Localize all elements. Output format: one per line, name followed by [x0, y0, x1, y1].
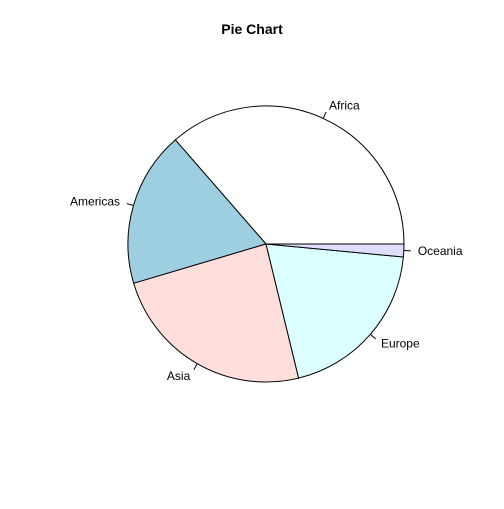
label-asia: Asia: [167, 369, 191, 383]
tick-americas: [127, 204, 134, 206]
slices-group: [128, 106, 404, 382]
label-americas: Americas: [70, 195, 120, 209]
label-oceania: Oceania: [418, 244, 463, 258]
tick-europe: [370, 334, 375, 339]
chart-title: Pie Chart: [0, 21, 504, 37]
tick-africa: [323, 112, 326, 118]
label-europe: Europe: [381, 336, 420, 350]
tick-asia: [194, 364, 197, 370]
label-africa: Africa: [329, 99, 360, 113]
